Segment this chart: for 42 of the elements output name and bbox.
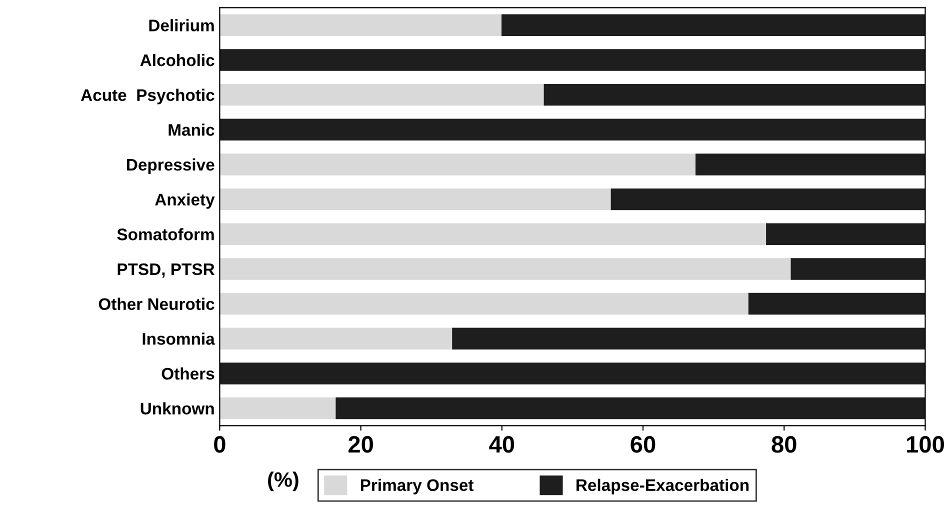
y-tick-label: Somatoform [117,228,214,240]
bar [501,14,926,36]
legend-label: Relapse-Exacerbation [576,478,749,494]
bar [220,397,337,420]
bar [220,118,926,141]
bar [452,328,926,350]
bar [220,223,767,246]
y-tick-label: Alcoholic [140,54,214,66]
y-tick-label: PTSD, PTSR [118,263,214,278]
bar [220,49,926,71]
y-tick-label: Delirium [149,19,214,32]
bar [220,258,792,280]
x-axis-title: (%) [268,472,298,492]
legend-label: Primary Onset [360,478,474,494]
x-tick-label: 40 [489,436,514,453]
y-tick-label: Other Neurotic [98,298,214,310]
x-tick-label: 60 [630,436,656,453]
bar [766,223,926,246]
bar [220,292,750,315]
x-tick-label: 0 [214,436,226,453]
y-tick-label: Anxiety [155,193,215,209]
bar [220,362,926,384]
x-tick-label: 100 [907,436,944,453]
bar [220,328,453,350]
y-tick-label: Others [162,367,214,380]
bar [696,154,926,176]
bar [790,258,926,280]
y-tick-label: Acute Psychotic [80,88,214,104]
bar [220,154,696,176]
y-tick-label: Insomnia [142,332,215,345]
bar [220,188,612,210]
bar [610,188,926,210]
bar [544,84,926,106]
bar [220,14,502,36]
y-tick-label: Unknown [140,402,214,414]
y-tick-label: Depressive [127,158,214,174]
bar [748,292,926,315]
x-tick-label: 80 [772,436,796,453]
x-tick-label: 20 [348,436,373,453]
bar [336,397,926,420]
y-tick-label: Manic [168,124,214,136]
bar [220,84,545,106]
